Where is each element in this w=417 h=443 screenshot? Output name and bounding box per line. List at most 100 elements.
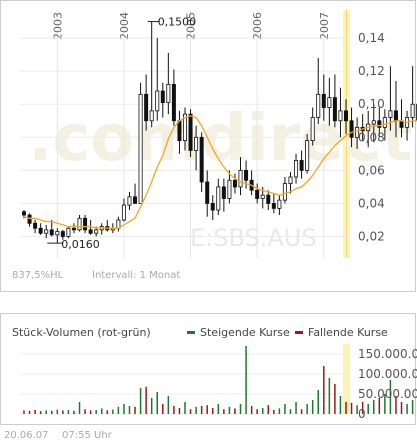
candle — [71, 223, 76, 234]
candle-body-down — [71, 227, 76, 231]
volume-bar-down — [34, 410, 36, 414]
candle — [232, 173, 237, 194]
price-tick-label: 0,10 — [358, 97, 385, 111]
candle-body-down — [349, 120, 354, 138]
candle — [382, 109, 387, 141]
volume-bar-up — [245, 346, 247, 414]
candle-body-down — [271, 203, 276, 209]
volume-bar-down — [39, 411, 42, 414]
candle-body-down — [343, 110, 348, 122]
volume-tick-label: 0 — [358, 407, 366, 421]
candle-body-up — [216, 186, 221, 211]
volume-bar-up — [317, 390, 319, 414]
candle-body-up — [77, 217, 82, 231]
candle-body-up — [338, 110, 343, 122]
candle-body-down — [244, 169, 249, 181]
volume-bar-up — [195, 406, 197, 414]
candle-body-up — [127, 196, 132, 206]
volume-tick-label: 150.000.000 — [358, 347, 417, 361]
candle — [238, 157, 243, 196]
volume-bar-down — [223, 409, 225, 414]
volume-bar-down — [323, 366, 325, 414]
candle — [327, 77, 332, 126]
volume-bar-up — [406, 404, 408, 414]
volume-title: Stück-Volumen (rot-grün) — [12, 326, 151, 339]
volume-bar-up — [261, 408, 264, 414]
candle-body-up — [55, 231, 60, 236]
volume-bar-up — [56, 409, 59, 414]
candle-body-down — [299, 160, 304, 171]
price-tick-label: 0,12 — [358, 64, 385, 78]
candle — [266, 190, 271, 211]
candle — [205, 170, 210, 217]
legend-swatch-down — [295, 331, 303, 334]
volume-bar-up — [384, 394, 386, 414]
candle-body-down — [377, 120, 382, 128]
candle-body-down — [33, 222, 38, 229]
volume-axis: 0 50.000.000 100.000.000 150.000.000 — [358, 347, 417, 421]
volume-bar-down — [51, 410, 53, 414]
legend-label-up: Steigende Kurse — [200, 326, 290, 339]
candle — [194, 125, 199, 171]
candle-body-up — [282, 183, 287, 201]
volume-bar-up — [339, 396, 342, 414]
volume-bar-down — [178, 408, 181, 414]
watermark-symbol: E:SBS.AUS — [190, 224, 317, 252]
volume-bar-up — [367, 404, 369, 414]
interval-text: Intervall: 1 Monat — [92, 270, 180, 281]
candle — [271, 193, 276, 214]
candle-body-up — [260, 194, 265, 199]
volume-bar-down — [134, 406, 136, 414]
volume-bar-up — [112, 409, 114, 414]
volume-bar-down — [350, 402, 353, 414]
candle-body-up — [94, 229, 99, 234]
volume-bar-up — [100, 408, 103, 414]
candle — [305, 134, 310, 174]
volume-bar-down — [234, 408, 236, 414]
candle — [133, 183, 138, 204]
volume-bar-up — [311, 400, 314, 414]
candle-body-up — [310, 117, 315, 142]
candle-body-down — [210, 203, 215, 211]
volume-bar-up — [373, 400, 375, 414]
candle — [155, 38, 160, 121]
candle-body-down — [199, 136, 204, 183]
volume-bar-down — [273, 410, 275, 414]
candle-body-up — [371, 120, 376, 125]
volume-bar-down — [89, 410, 92, 414]
volume-tick-label: 100.000.000 — [358, 367, 417, 381]
candle — [166, 52, 171, 115]
candle — [294, 153, 299, 184]
candle — [144, 74, 149, 131]
candle-body-down — [160, 90, 165, 103]
volume-bar-up — [284, 404, 286, 414]
footer-time: 07:55 Uhr — [62, 430, 113, 441]
volume-bar-up — [328, 378, 331, 414]
candle — [343, 99, 348, 134]
volume-bar-down — [206, 405, 208, 414]
legend-label-down: Fallende Kurse — [308, 326, 388, 339]
candle — [160, 82, 165, 118]
candle — [277, 195, 282, 216]
volume-bar-up — [167, 396, 170, 414]
candle-body-down — [332, 97, 337, 122]
volume-bar-up — [156, 392, 158, 414]
candle — [199, 132, 204, 192]
volume-bar-down — [212, 408, 214, 414]
candle-body-down — [266, 194, 271, 204]
volume-bar-down — [162, 404, 164, 414]
volume-bar-down — [28, 410, 31, 414]
candle-body-down — [177, 120, 182, 142]
candle-body-down — [188, 113, 193, 151]
candle-body-down — [321, 93, 326, 108]
candle — [216, 178, 221, 216]
candle — [227, 170, 232, 204]
volume-bar-down — [267, 405, 270, 414]
candle — [38, 223, 43, 235]
year-gridlines: 2003 2004 2005 2006 2007 — [51, 10, 331, 258]
candle — [321, 74, 326, 121]
candle — [49, 219, 54, 237]
price-tick-label: 0,08 — [358, 130, 385, 144]
volume-bar-down — [395, 396, 397, 414]
volume-bar-up — [389, 380, 392, 414]
